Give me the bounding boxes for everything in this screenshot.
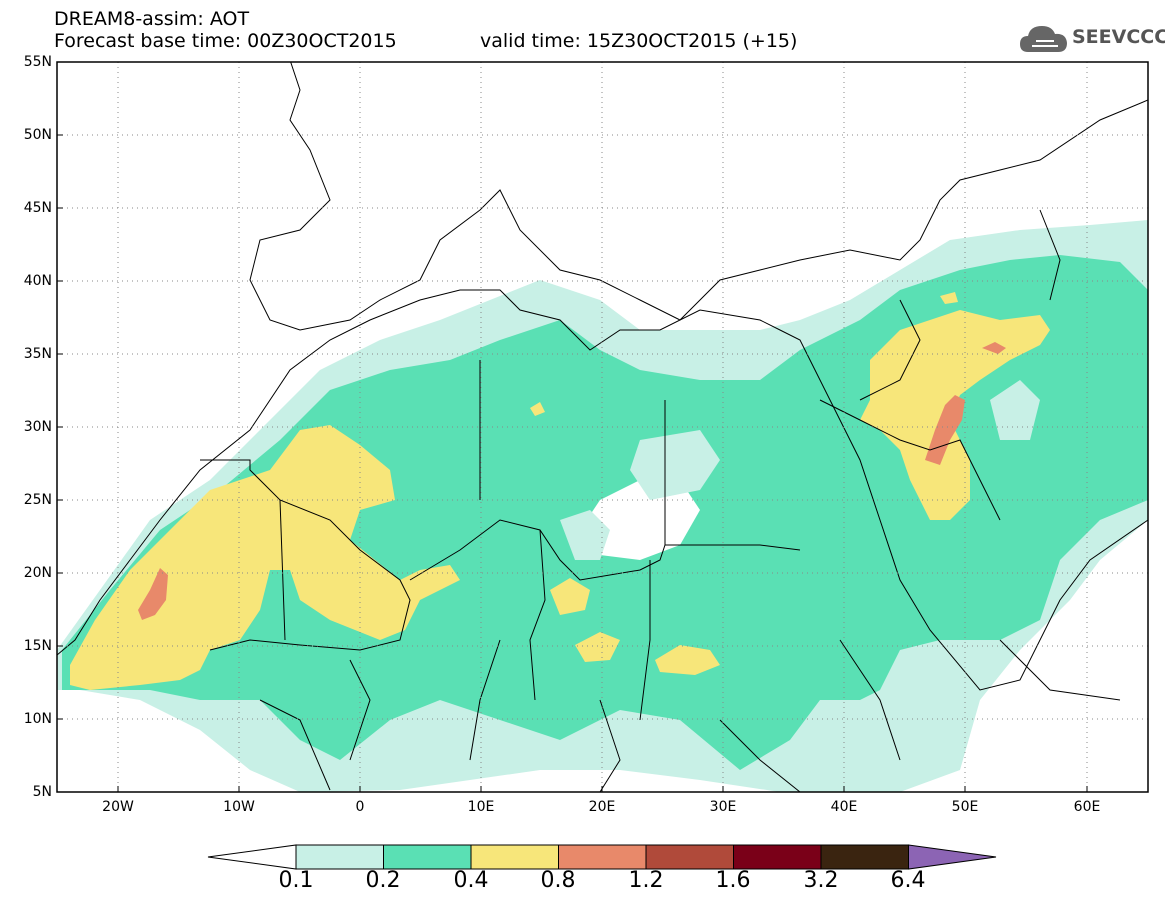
aot-contour-0.8 [138,568,168,620]
lon-label: 0 [355,799,365,815]
lat-label: 45N [23,200,52,216]
colorbar-swatch [645,844,734,870]
aot-low-region [630,430,720,500]
colorbar-label: 1.6 [715,868,751,893]
lon-label: 50E [951,799,979,815]
colorbar-label: 1.2 [628,868,664,893]
lon-label: 10E [467,799,495,815]
aot-contour-0.8 [982,342,1006,354]
colorbar-under-arrow [207,844,297,870]
seevccc-logo: SEEVCCC [1018,22,1165,56]
aot-contour-0.8 [925,395,965,465]
colorbar-swatch [558,844,647,870]
coastlines [57,62,1148,792]
lat-label: 35N [23,346,52,362]
lon-label: 10W [223,799,255,815]
lat-label: 30N [23,419,52,435]
lat-label: 15N [23,638,52,654]
aot-contour-0.4 [655,645,720,675]
lon-label: 40E [830,799,858,815]
colorbar-label: 0.4 [453,868,489,893]
lat-label: 20N [23,565,52,581]
colorbar-swatch [820,844,909,870]
colorbar-label: 0.8 [540,868,576,893]
map-title: DREAM8-assim: AOT [54,8,250,30]
aot-contour-0.4 [550,578,590,615]
colorbar-swatch [470,844,559,870]
lon-label: 30E [709,799,737,815]
aot-contour-0.4 [70,425,460,690]
lat-label: 50N [23,127,52,143]
lon-label: 20W [102,799,134,815]
aot-contour-0.4 [575,632,620,662]
forecast-base-time: Forecast base time: 00Z30OCT2015 [54,30,397,52]
aot-contour-0.4 [940,292,958,304]
colorbar-label: 6.4 [890,868,926,893]
colorbar-swatch [295,844,384,870]
colorbar-over-arrow [908,844,997,870]
axis-ticks [57,61,1088,792]
lon-label: 60E [1073,799,1101,815]
logo-text: SEEVCCC [1072,26,1165,48]
lat-label: 40N [23,273,52,289]
lat-label: 25N [23,492,52,508]
valid-time: valid time: 15Z30OCT2015 (+15) [480,30,798,52]
lat-label: 55N [23,54,52,70]
aot-fields [57,220,1148,792]
colorbar-label: 3.2 [803,868,839,893]
colorbar-label: 0.2 [365,868,401,893]
aot-contour-0.4 [530,402,545,416]
aot-low-region [580,480,700,560]
graticule [57,62,1148,792]
colorbar-swatch [733,844,822,870]
lat-label: 5N [32,784,52,800]
lat-label: 10N [23,711,52,727]
colorbar-label: 0.1 [278,868,314,893]
aot-low-region [560,510,610,560]
aot-contour-0.4 [860,310,1050,520]
colorbar-swatch [383,844,472,870]
cloud-icon [1020,26,1067,52]
aot-low-region [990,380,1040,440]
lon-label: 20E [588,799,616,815]
